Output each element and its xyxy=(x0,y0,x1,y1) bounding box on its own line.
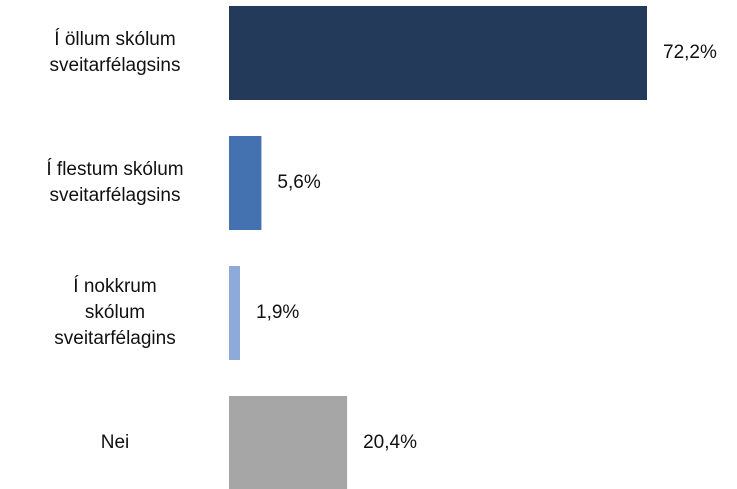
category-label: Nei xyxy=(100,432,130,453)
value-label: 1,9% xyxy=(256,302,300,323)
category-label: Í flestum skólum sveitarfélagsins xyxy=(46,159,184,206)
bar xyxy=(229,396,348,489)
value-label: 20,4% xyxy=(363,432,417,453)
bar xyxy=(229,6,647,100)
bar xyxy=(229,266,240,360)
value-label: 72,2% xyxy=(663,42,717,63)
bar xyxy=(229,136,262,230)
category-label: Í nokkrum skólum sveitarfélagins xyxy=(54,276,176,349)
value-label: 5,6% xyxy=(277,172,321,193)
category-label: Í öllum skólum sveitarfélagsins xyxy=(49,29,181,76)
